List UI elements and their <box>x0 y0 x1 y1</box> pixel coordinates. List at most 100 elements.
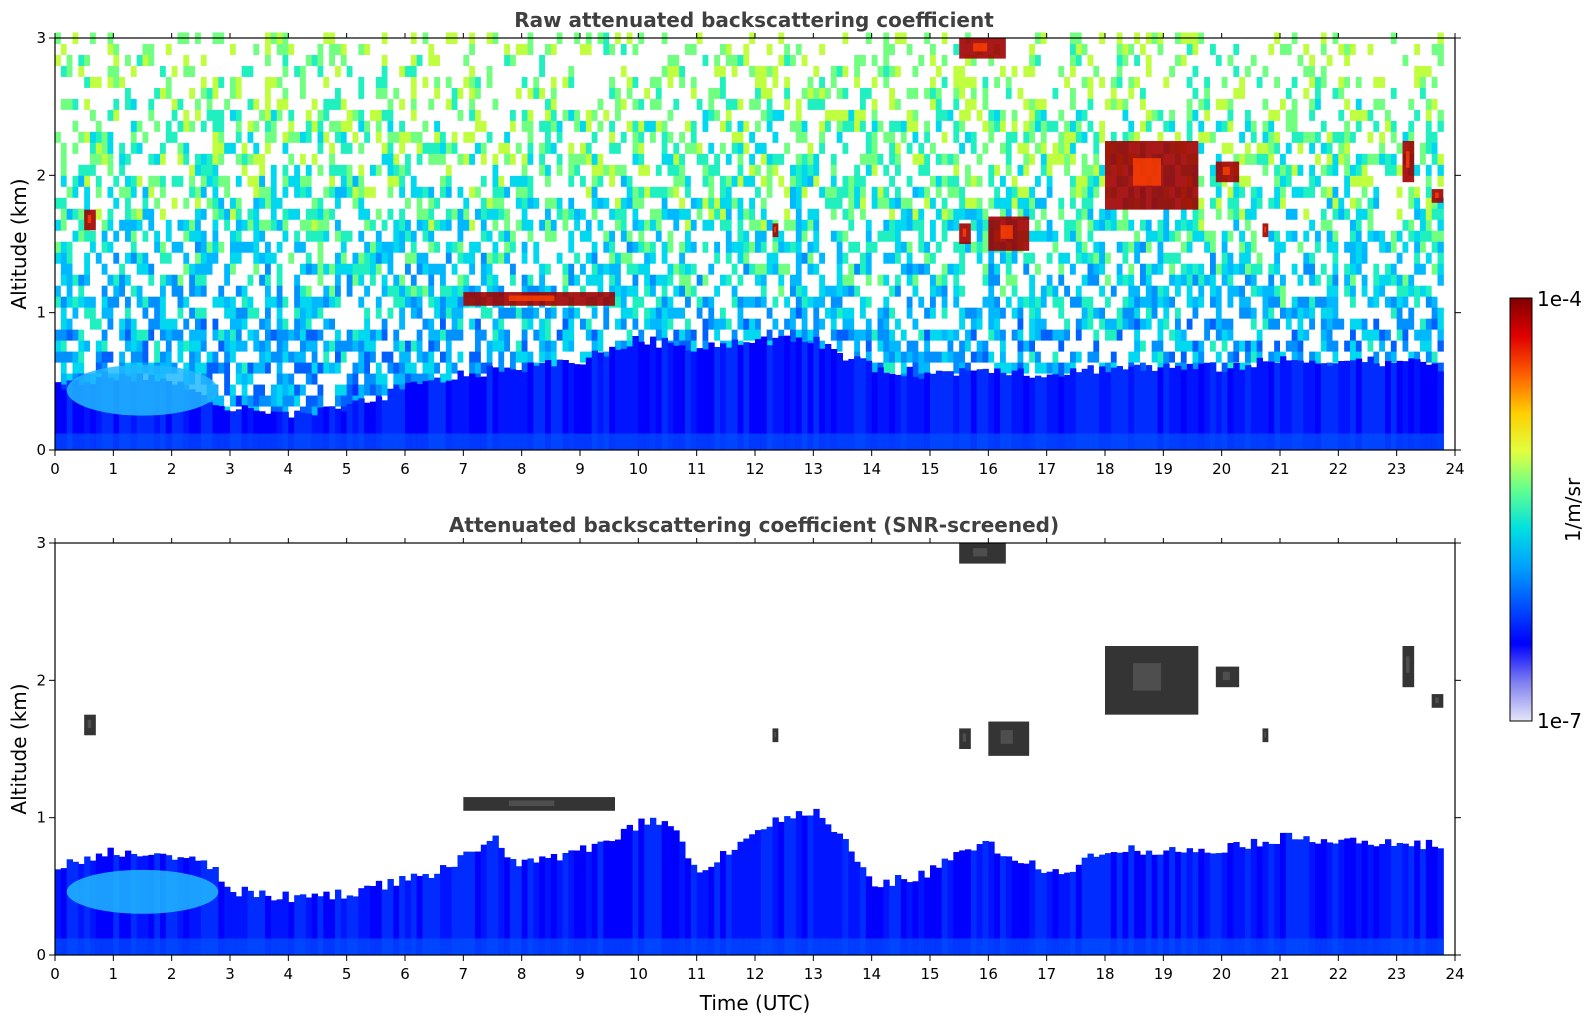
noise-cell <box>224 153 231 165</box>
noise-cell <box>515 351 523 363</box>
noise-cell <box>206 109 213 121</box>
noise-cell <box>562 164 569 176</box>
noise-cell <box>650 109 657 121</box>
noise-cell <box>259 208 266 220</box>
noise-cell <box>755 153 762 165</box>
noise-cell <box>142 274 149 286</box>
noise-cell <box>655 142 663 154</box>
noise-cell <box>469 142 476 154</box>
noise-cell <box>130 307 138 319</box>
noise-cell <box>790 307 797 319</box>
noise-cell <box>72 109 79 121</box>
noise-cell <box>550 230 558 242</box>
noise-cell <box>685 219 692 231</box>
noise-cell <box>679 76 686 88</box>
noise-cell <box>725 175 733 187</box>
noise-cell <box>451 208 458 220</box>
noise-cell <box>148 186 155 198</box>
noise-cell <box>405 274 412 286</box>
noise-cell <box>387 362 394 374</box>
noise-cell <box>743 296 750 308</box>
noise-cell <box>305 164 313 176</box>
noise-cell <box>95 164 103 176</box>
noise-cell <box>568 87 575 99</box>
noise-cell <box>154 109 161 121</box>
noise-cell <box>620 109 628 121</box>
noise-cell <box>766 230 773 242</box>
noise-cell <box>130 318 138 330</box>
noise-cell <box>580 175 587 187</box>
noise-cell <box>580 43 587 55</box>
noise-cell <box>381 296 388 308</box>
noise-cell <box>603 186 610 198</box>
noise-cell <box>265 76 272 88</box>
noise-cell <box>340 120 348 132</box>
noise-cell <box>597 274 604 286</box>
noise-cell <box>416 296 423 308</box>
noise-cell <box>620 87 628 99</box>
noise-cell <box>690 120 698 132</box>
noise-cell <box>119 263 126 275</box>
noise-cell <box>498 362 505 374</box>
noise-cell <box>177 230 184 242</box>
noise-cell <box>364 318 371 330</box>
noise-cell <box>259 362 266 374</box>
noise-cell <box>148 175 155 187</box>
noise-cell <box>230 131 237 143</box>
noise-cell <box>463 307 470 319</box>
noise-cell <box>626 241 633 253</box>
noise-cell <box>533 142 540 154</box>
noise-cell <box>72 362 79 374</box>
noise-cell <box>95 208 103 220</box>
noise-cell <box>294 219 301 231</box>
noise-cell <box>265 307 272 319</box>
noise-cell <box>171 274 178 286</box>
noise-cell <box>661 318 668 330</box>
noise-cell <box>778 252 785 264</box>
noise-cell <box>212 285 219 297</box>
noise-cell <box>160 263 167 275</box>
noise-cell <box>562 98 569 110</box>
noise-cell <box>515 153 523 165</box>
noise-cell <box>393 65 400 77</box>
noise-cell <box>545 219 552 231</box>
noise-cell <box>568 274 575 286</box>
noise-cell <box>270 120 278 132</box>
noise-cell <box>416 197 423 209</box>
noise-cell <box>282 142 289 154</box>
noise-cell <box>288 318 295 330</box>
noise-cell <box>183 274 190 286</box>
noise-cell <box>475 186 482 198</box>
noise-cell <box>591 285 598 297</box>
noise-cell <box>428 109 435 121</box>
noise-cell <box>416 274 423 286</box>
noise-cell <box>813 54 820 66</box>
noise-cell <box>346 307 353 319</box>
noise-cell <box>90 65 97 77</box>
noise-cell <box>247 131 254 143</box>
noise-cell <box>451 329 458 341</box>
noise-cell <box>399 120 406 132</box>
noise-cell <box>515 340 523 352</box>
noise-cell <box>410 153 418 165</box>
noise-cell <box>183 120 190 132</box>
noise-cell <box>352 87 359 99</box>
noise-cell <box>142 208 149 220</box>
noise-cell <box>778 230 785 242</box>
noise-cell <box>568 43 575 55</box>
noise-cell <box>778 164 785 176</box>
noise-cell <box>475 76 482 88</box>
noise-cell <box>434 87 441 99</box>
noise-cell <box>276 395 283 407</box>
noise-cell <box>195 252 202 264</box>
noise-cell <box>813 87 820 99</box>
noise-cell <box>504 87 511 99</box>
noise-cell <box>527 76 534 88</box>
noise-cell <box>381 373 388 385</box>
noise-cell <box>743 98 750 110</box>
noise-cell <box>393 197 400 209</box>
noise-cell <box>370 373 377 385</box>
noise-cell <box>422 252 429 264</box>
noise-cell <box>679 109 686 121</box>
noise-cell <box>510 362 517 374</box>
